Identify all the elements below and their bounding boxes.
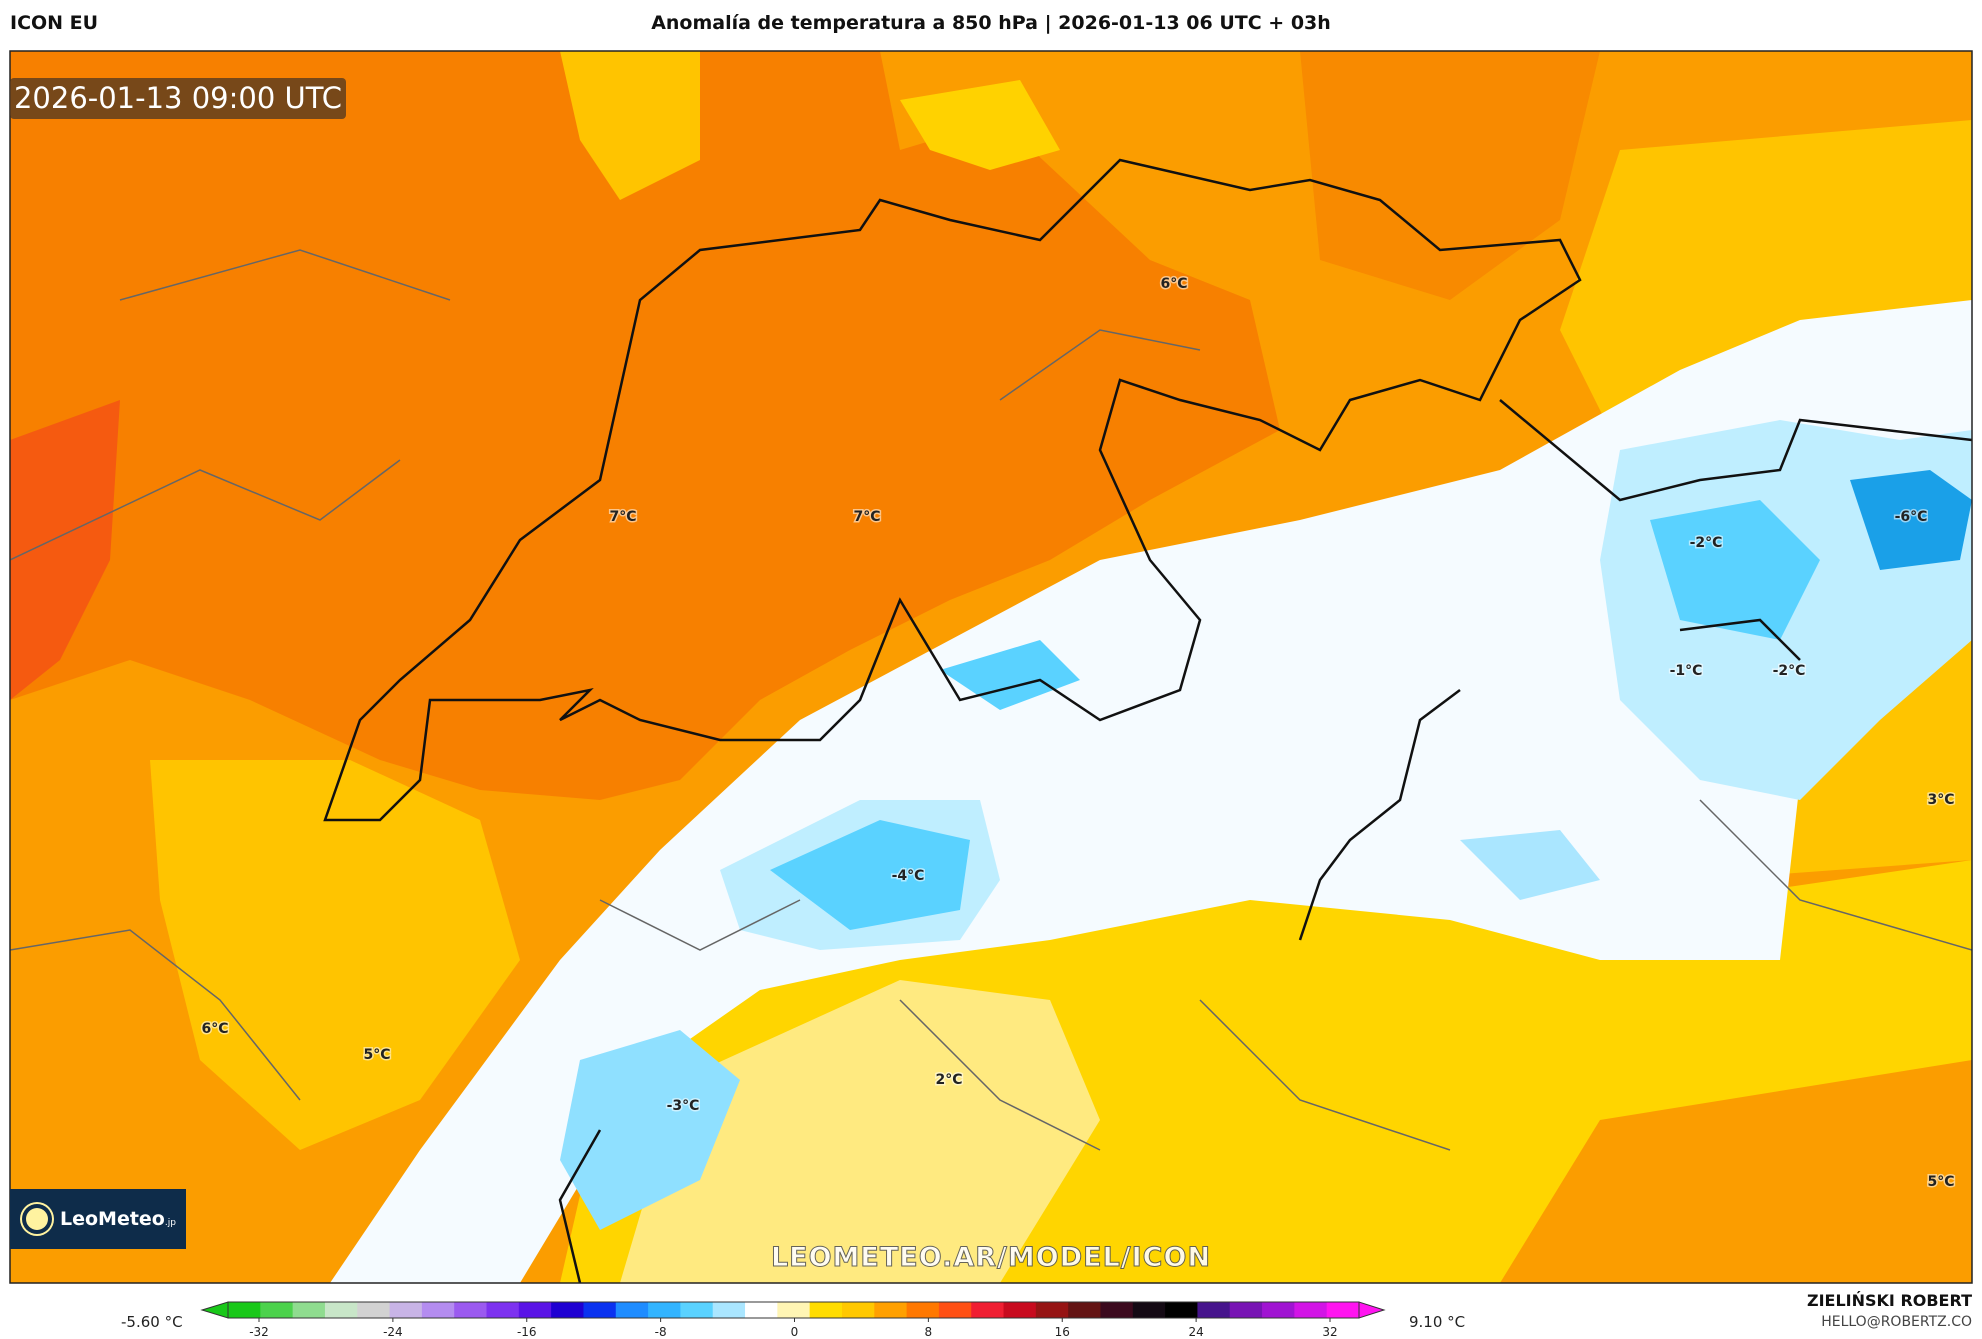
colorbar-segment bbox=[841, 1302, 875, 1318]
region-warm-orange bbox=[10, 51, 1280, 800]
colorbar-segment bbox=[1294, 1302, 1328, 1318]
colorbar-segment bbox=[357, 1302, 391, 1318]
colorbar-segment bbox=[1229, 1302, 1263, 1318]
colorbar-segment bbox=[648, 1302, 681, 1318]
colorbar-segment bbox=[583, 1302, 617, 1318]
temp-label: -4°C bbox=[892, 868, 925, 884]
colorbar-segment bbox=[324, 1302, 358, 1318]
region-neutral bbox=[330, 300, 1972, 1283]
colorbar-segment bbox=[874, 1302, 908, 1318]
colorbar-segment bbox=[228, 1302, 261, 1318]
region-yellow-nw bbox=[560, 51, 700, 200]
leometeo-logo: LeoMeteo.jp bbox=[10, 1189, 186, 1249]
colorbar-segment bbox=[1100, 1302, 1134, 1318]
colorbar-segment bbox=[615, 1302, 649, 1318]
colorbar-tick-label: 16 bbox=[1055, 1325, 1070, 1339]
colorbar-segment bbox=[1068, 1302, 1101, 1318]
region-yellow-n bbox=[900, 80, 1060, 170]
temp-label: 6°C bbox=[201, 1021, 228, 1037]
region-yellow-sw bbox=[150, 760, 520, 1150]
map-frame bbox=[9, 50, 1973, 1284]
region-cold-sw bbox=[560, 1030, 740, 1230]
region-cold-n bbox=[940, 640, 1080, 710]
region-border bbox=[10, 249, 1972, 1151]
colorbar-max-label: 9.10 °C bbox=[1409, 1313, 1466, 1331]
colorbar-segment bbox=[809, 1302, 843, 1318]
logo-suffix: .jp bbox=[164, 1218, 176, 1228]
colorbar-max-extend bbox=[1358, 1301, 1386, 1319]
colorbar-segment bbox=[777, 1302, 811, 1318]
colorbar-segment bbox=[1197, 1302, 1231, 1318]
valid-time-badge: 2026-01-13 09:00 UTC bbox=[10, 78, 346, 119]
region-cold-c2 bbox=[770, 820, 970, 930]
colorbar-segment bbox=[1035, 1302, 1069, 1318]
colorbar-segment bbox=[971, 1302, 1005, 1318]
temp-label: 7°C bbox=[853, 509, 880, 525]
temp-label: -2°C bbox=[1690, 535, 1723, 551]
colorbar-segment bbox=[260, 1302, 294, 1318]
logo-text: LeoMeteo.jp bbox=[60, 1208, 176, 1230]
colorbar-segment bbox=[486, 1302, 520, 1318]
colorbar-tick-label: -8 bbox=[655, 1325, 667, 1339]
temp-label: 3°C bbox=[1927, 792, 1954, 808]
colorbar-segment bbox=[454, 1302, 488, 1318]
colorbar-segment bbox=[745, 1302, 778, 1318]
temp-label: 5°C bbox=[363, 1047, 390, 1063]
colorbar-segment bbox=[421, 1302, 455, 1318]
colorbar-tick-label: 32 bbox=[1322, 1325, 1337, 1339]
colorbar-segment bbox=[551, 1302, 584, 1318]
author-email: HELLO@ROBERTZ.CO bbox=[1821, 1314, 1972, 1330]
colorbar-segment bbox=[1326, 1302, 1360, 1318]
colorbar: -32 -24 -16 -8 0 8 16 24 32 bbox=[200, 1301, 1386, 1339]
temp-label: -3°C bbox=[667, 1098, 700, 1114]
colorbar-min-label: -5.60 °C bbox=[121, 1313, 183, 1331]
colorbar-segment bbox=[906, 1302, 940, 1318]
country-border bbox=[323, 158, 1582, 822]
temp-label: 6°C bbox=[1160, 276, 1187, 292]
temp-label: -6°C bbox=[1895, 509, 1928, 525]
colorbar-segment bbox=[292, 1302, 326, 1318]
colorbar-segment bbox=[938, 1302, 972, 1318]
temp-label: 2°C bbox=[935, 1072, 962, 1088]
region-very-cold-e bbox=[1850, 470, 1972, 570]
region-cold-e2 bbox=[1650, 500, 1820, 640]
colorbar-segment bbox=[1003, 1302, 1037, 1318]
region-hot bbox=[10, 400, 120, 700]
colorbar-segment bbox=[518, 1302, 552, 1318]
region-orange-ne bbox=[1300, 51, 1600, 300]
temp-label: -1°C bbox=[1670, 663, 1703, 679]
watermark: LEOMETEO.AR/MODEL/ICON bbox=[770, 1242, 1212, 1274]
colorbar-segment bbox=[712, 1302, 746, 1318]
country-border bbox=[558, 399, 1972, 1283]
colorbar-segment bbox=[1262, 1302, 1295, 1318]
colorbar-tick-label: -24 bbox=[383, 1325, 403, 1339]
model-name: ICON EU bbox=[10, 12, 99, 34]
colorbar-outline bbox=[227, 1301, 1360, 1319]
region-cold-se bbox=[1460, 830, 1600, 900]
colorbar-segment bbox=[1165, 1302, 1198, 1318]
colorbar-segment bbox=[389, 1302, 423, 1318]
colorbar-segment bbox=[680, 1302, 714, 1318]
colorbar-segment bbox=[1132, 1302, 1166, 1318]
logo-name: LeoMeteo bbox=[60, 1208, 165, 1230]
colorbar-tick-label: -16 bbox=[517, 1325, 537, 1339]
temp-label: 7°C bbox=[609, 509, 636, 525]
temp-label: -2°C bbox=[1773, 663, 1806, 679]
temperature-labels: 6°C 7°C 7°C -6°C -2°C -1°C -2°C 3°C -4°C… bbox=[200, 275, 1956, 1192]
colorbar-tick-label: 0 bbox=[791, 1325, 799, 1339]
map-title: Anomalía de temperatura a 850 hPa | 2026… bbox=[651, 12, 1331, 34]
colorbar-tick-label: -32 bbox=[249, 1325, 269, 1339]
colorbar-tick-label: 24 bbox=[1188, 1325, 1203, 1339]
temp-label: 5°C bbox=[1927, 1174, 1954, 1190]
colorbar-tick-label: 8 bbox=[925, 1325, 933, 1339]
sun-icon bbox=[26, 1208, 48, 1230]
region-yellow-light bbox=[620, 980, 1100, 1283]
colorbar-min-extend bbox=[200, 1301, 229, 1319]
author-name: ZIELIŃSKI ROBERT bbox=[1806, 1291, 1972, 1310]
